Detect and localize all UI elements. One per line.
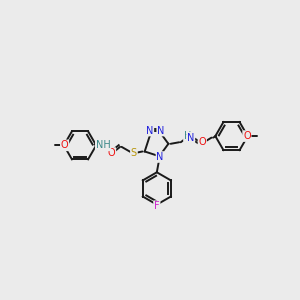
Text: N: N	[156, 152, 164, 162]
Text: F: F	[154, 201, 160, 211]
Text: H: H	[184, 131, 191, 141]
Text: NH: NH	[96, 140, 110, 150]
Text: S: S	[131, 148, 137, 158]
Text: N: N	[187, 133, 194, 142]
Text: O: O	[243, 131, 251, 141]
Text: N: N	[157, 126, 165, 136]
Text: N: N	[146, 126, 153, 136]
Text: O: O	[198, 137, 206, 147]
Text: O: O	[108, 148, 116, 158]
Text: O: O	[61, 140, 68, 150]
